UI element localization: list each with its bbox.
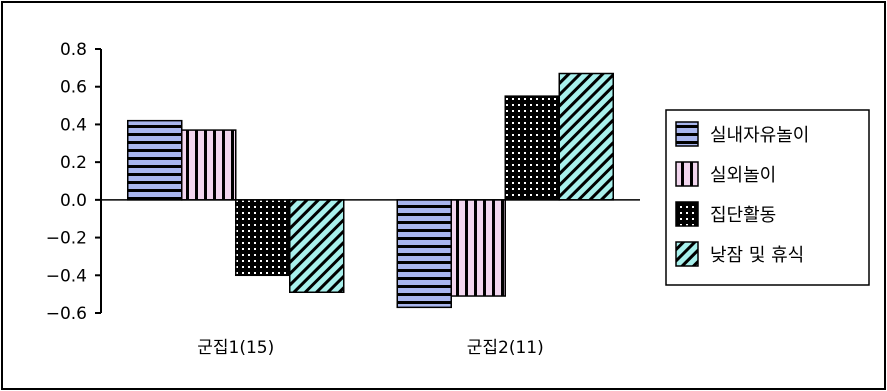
legend-swatch [675,121,699,147]
y-tick-label: −0.6 [46,304,87,324]
legend-label: 집단활동 [710,205,776,226]
category-label: 군집2(11) [467,338,544,358]
bar-1-3 [558,72,614,201]
y-tick-label: 0.0 [60,191,87,211]
legend-label: 실내자유놀이 [710,125,809,146]
legend-swatch [675,201,699,227]
legend-swatch [675,161,699,187]
y-tick-label: 0.8 [60,40,87,60]
x-axis: 군집1(15) 군집2(11) [101,199,640,358]
bar-0-2 [235,199,291,277]
bar-1-2 [504,95,560,201]
y-tick-label: 0.6 [60,78,87,98]
bar-1-0 [396,199,452,309]
bar-0-0 [127,119,183,201]
bar-0-1 [181,129,237,201]
category-label: 군집1(15) [197,338,274,358]
y-axis: 0.8 0.6 0.4 0.2 0.0 −0.2 −0.4 −0.6 [46,40,102,324]
y-tick-label: 0.2 [60,153,87,173]
legend-frame [665,109,870,286]
bars [127,72,614,309]
legend-label: 낮잠 및 휴식 [710,245,804,266]
y-tick-label: −0.2 [46,229,87,249]
y-tick-label: −0.4 [46,266,87,286]
legend-label: 실외놀이 [710,165,776,186]
bar-0-3 [289,199,345,294]
y-tick-label: 0.4 [60,115,87,135]
legend-swatch [675,241,699,267]
bar-1-1 [450,199,506,297]
